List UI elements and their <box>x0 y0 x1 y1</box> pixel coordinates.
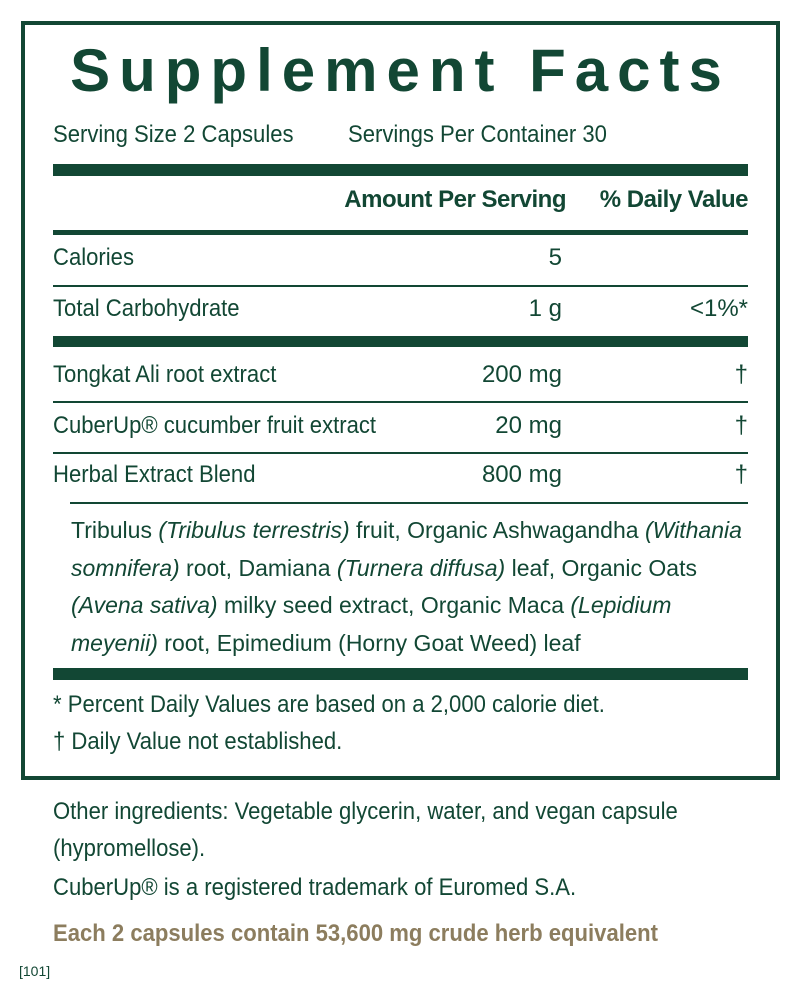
trademark-note: CuberUp® is a registered trademark of Eu… <box>53 874 577 901</box>
row-name: Total Carbohydrate <box>53 295 240 322</box>
divider <box>53 230 748 235</box>
blend-text: root, Damiana <box>179 554 337 581</box>
blend-latin: (Avena sativa) <box>71 592 218 618</box>
row-name: Herbal Extract Blend <box>53 461 256 488</box>
serving-size: Serving Size 2 Capsules <box>53 121 294 148</box>
blend-ingredients: Tribulus (Tribulus terrestris) fruit, Or… <box>71 512 751 662</box>
row-name: Calories <box>53 244 134 271</box>
herb-equivalent-note: Each 2 capsules contain 53,600 mg crude … <box>53 920 658 947</box>
panel-title: Supplement Facts <box>70 37 731 104</box>
supplement-facts-panel <box>21 21 780 780</box>
blend-text: milky seed extract, Organic Maca <box>217 592 571 618</box>
row-dv: † <box>734 361 748 388</box>
blend-latin: (Withania somnifera) <box>71 517 742 581</box>
row-amount: 1 g <box>528 295 562 322</box>
amount-header: Amount Per Serving <box>344 186 566 213</box>
row-name: Tongkat Ali root extract <box>53 361 277 388</box>
blend-text: root, Epimedium (Horny Goat Weed) leaf <box>157 629 581 656</box>
blend-latin: (Turnera diffusa) <box>336 554 506 581</box>
row-amount: 800 mg <box>481 461 562 488</box>
divider <box>53 452 748 454</box>
label-code: [101] <box>19 963 51 979</box>
servings-per-container: Servings Per Container 30 <box>348 121 607 148</box>
blend-text: fruit, Organic Ashwagandha <box>349 517 645 543</box>
thick-divider <box>53 668 748 680</box>
thick-divider <box>53 336 748 347</box>
divider <box>53 401 748 403</box>
footnote-dagger: † Daily Value not established. <box>53 728 343 755</box>
footnote-percent-dv: * Percent Daily Values are based on a 2,… <box>53 691 605 718</box>
blend-latin: (Lepidium meyenii) <box>71 592 672 656</box>
other-ingredients: Other ingredients: Vegetable glycerin, w… <box>53 798 678 862</box>
thick-divider <box>53 164 748 176</box>
divider <box>53 285 748 287</box>
row-name: CuberUp® cucumber fruit extract <box>53 412 377 439</box>
row-dv: † <box>734 461 748 488</box>
row-amount: 5 <box>548 244 562 271</box>
dv-header: % Daily Value <box>599 186 749 213</box>
row-dv: † <box>734 412 748 439</box>
row-dv: <1%* <box>689 295 748 322</box>
blend-text: Tribulus <box>71 517 159 543</box>
divider <box>70 502 748 504</box>
row-amount: 20 mg <box>495 412 562 439</box>
blend-text: leaf, Organic Oats <box>505 554 697 581</box>
row-amount: 200 mg <box>481 361 562 388</box>
blend-latin: (Tribulus terrestris) <box>158 517 350 543</box>
